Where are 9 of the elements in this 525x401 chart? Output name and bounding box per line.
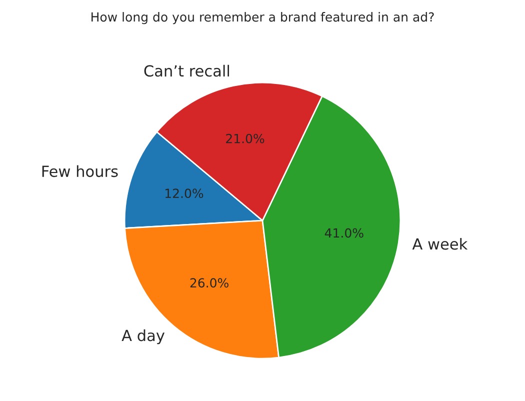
data-label: 26.0%	[190, 278, 228, 288]
chart-title: How long do you remember a brand featured in an ad?	[92, 12, 434, 24]
slice-label: Few hours	[42, 165, 118, 178]
data-label: 41.0%	[324, 228, 364, 238]
data-label: 21.0%	[226, 134, 264, 144]
slice-label: A day	[122, 329, 165, 344]
slice-label: A week	[412, 238, 468, 250]
slice-label: Can’t recall	[144, 64, 230, 77]
data-label: 12.0%	[165, 188, 204, 198]
